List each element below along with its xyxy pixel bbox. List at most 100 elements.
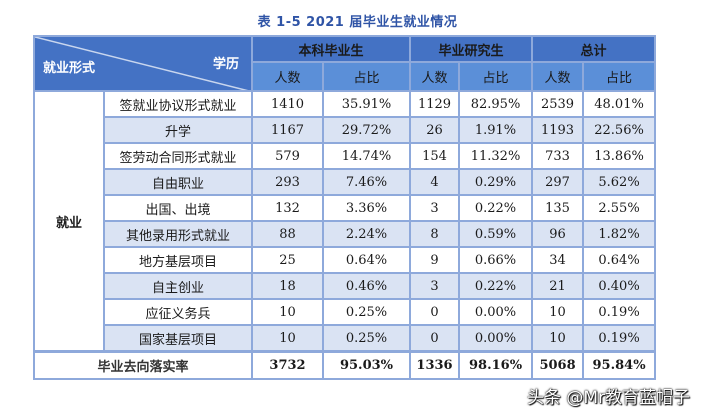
total-value: 95.03%	[321, 350, 412, 380]
cell-value: 88	[251, 220, 324, 248]
cell-value: 7.46%	[321, 168, 412, 196]
row-category: 升学	[103, 116, 253, 144]
row-category: 国家基层项目	[103, 324, 253, 353]
total-value: 1336	[409, 350, 461, 380]
table-title: 表 1-5 2021 届毕业生就业情况	[257, 15, 458, 30]
cell-value: 0.00%	[458, 298, 534, 326]
header-row-sub: 人数 占比 人数 占比 人数 占比	[34, 61, 657, 92]
corner-label-employment-form: 就业形式	[43, 61, 96, 76]
row-category: 签劳动合同形式就业	[103, 142, 253, 170]
table-row: 地方基层项目 25 0.64% 9 0.66% 34 0.64%	[34, 246, 657, 274]
cell-value: 733	[531, 142, 585, 170]
cell-value: 0.40%	[582, 272, 657, 300]
cell-value: 0	[409, 298, 461, 326]
cell-value: 1167	[251, 116, 324, 144]
cell-value: 0.64%	[321, 246, 412, 274]
cell-value: 0.59%	[458, 220, 534, 248]
table-row: 其他录用形式就业 88 2.24% 8 0.59% 96 1.82%	[34, 220, 657, 248]
cell-value: 26	[409, 116, 461, 144]
corner-label-education: 学历	[212, 57, 239, 72]
cell-value: 35.91%	[321, 90, 412, 118]
cell-value: 0.00%	[458, 324, 534, 353]
table-row: 自主创业 18 0.46% 3 0.22% 21 0.40%	[34, 272, 657, 300]
row-category: 应征义务兵	[103, 298, 253, 326]
total-value: 5068	[531, 350, 585, 380]
cell-value: 3	[409, 272, 461, 300]
total-label: 毕业去向落实率	[33, 350, 253, 380]
cell-value: 3.36%	[321, 194, 412, 222]
row-category: 地方基层项目	[103, 246, 253, 274]
cell-value: 2539	[531, 90, 585, 118]
row-category: 其他录用形式就业	[103, 220, 253, 248]
cell-value: 10	[251, 298, 324, 326]
cell-value: 297	[531, 168, 585, 196]
total-value: 98.16%	[458, 350, 534, 380]
cell-value: 14.74%	[321, 142, 412, 170]
cell-value: 10	[251, 324, 324, 353]
cell-value: 132	[251, 194, 324, 222]
subheader-count: 人数	[409, 61, 461, 92]
diagonal-line	[36, 38, 245, 89]
row-category: 自由职业	[103, 168, 253, 196]
cell-value: 96	[531, 220, 585, 248]
cell-value: 293	[251, 168, 324, 196]
cell-value: 1129	[409, 90, 461, 118]
cell-value: 0	[409, 324, 461, 353]
table-row: 升学 1167 29.72% 26 1.91% 1193 22.56%	[34, 116, 657, 144]
cell-value: 1193	[531, 116, 585, 144]
cell-value: 0.25%	[321, 298, 412, 326]
table-row: 应征义务兵 10 0.25% 0 0.00% 10 0.19%	[34, 298, 657, 326]
header-total: 总计	[531, 35, 657, 63]
cell-value: 48.01%	[582, 90, 657, 118]
total-row: 毕业去向落实率 3732 95.03% 1336 98.16% 5068 95.…	[33, 350, 657, 380]
cell-value: 10	[531, 298, 585, 326]
cell-value: 13.86%	[582, 142, 657, 170]
row-category: 签就业协议形式就业	[103, 90, 253, 118]
group-label-employment: 就业	[33, 90, 105, 353]
header-graduate: 毕业研究生	[409, 35, 534, 63]
row-category: 出国、出境	[103, 194, 253, 222]
cell-value: 1.91%	[458, 116, 534, 144]
cell-value: 0.19%	[582, 298, 657, 326]
cell-value: 0.46%	[321, 272, 412, 300]
cell-value: 0.29%	[458, 168, 534, 196]
cell-value: 4	[409, 168, 461, 196]
cell-value: 3	[409, 194, 461, 222]
cell-value: 22.56%	[582, 116, 657, 144]
cell-value: 2.24%	[321, 220, 412, 248]
cell-value: 154	[409, 142, 461, 170]
cell-value: 0.19%	[582, 324, 657, 353]
cell-value: 135	[531, 194, 585, 222]
subheader-ratio: 占比	[458, 61, 534, 92]
cell-value: 9	[409, 246, 461, 274]
cell-value: 0.22%	[458, 272, 534, 300]
table-row: 自由职业 293 7.46% 4 0.29% 297 5.62%	[34, 168, 657, 196]
row-category: 自主创业	[103, 272, 253, 300]
header-row-groups: 就业形式 学历 本科毕业生 毕业研究生 总计	[33, 35, 657, 92]
cell-value: 82.95%	[458, 90, 534, 118]
cell-value: 2.55%	[582, 194, 657, 222]
total-value: 95.84%	[582, 350, 657, 380]
watermark: 头条 @Mr教育蓝帽子	[527, 388, 691, 408]
total-value: 3732	[251, 350, 324, 380]
cell-value: 8	[409, 220, 461, 248]
subheader-ratio: 占比	[582, 61, 657, 92]
cell-value: 11.32%	[458, 142, 534, 170]
cell-value: 21	[531, 272, 585, 300]
employment-table: 就业形式 学历 本科毕业生 毕业研究生 总计 人数 占比 人数 占比 人数 占比…	[33, 35, 657, 380]
header-undergraduate: 本科毕业生	[250, 35, 412, 63]
cell-value: 0.25%	[321, 324, 412, 353]
cell-value: 25	[251, 246, 324, 274]
cell-value: 1410	[251, 90, 324, 118]
corner-header-cell: 就业形式 学历	[33, 35, 253, 92]
cell-value: 34	[531, 246, 585, 274]
table-row: 出国、出境 132 3.36% 3 0.22% 135 2.55%	[34, 194, 657, 222]
subheader-count: 人数	[251, 61, 324, 92]
cell-value: 29.72%	[321, 116, 412, 144]
cell-value: 0.64%	[582, 246, 657, 274]
cell-value: 5.62%	[582, 168, 657, 196]
cell-value: 0.22%	[458, 194, 534, 222]
cell-value: 579	[251, 142, 324, 170]
subheader-ratio: 占比	[321, 61, 412, 92]
table-row: 国家基层项目 10 0.25% 0 0.00% 10 0.19%	[34, 324, 657, 353]
